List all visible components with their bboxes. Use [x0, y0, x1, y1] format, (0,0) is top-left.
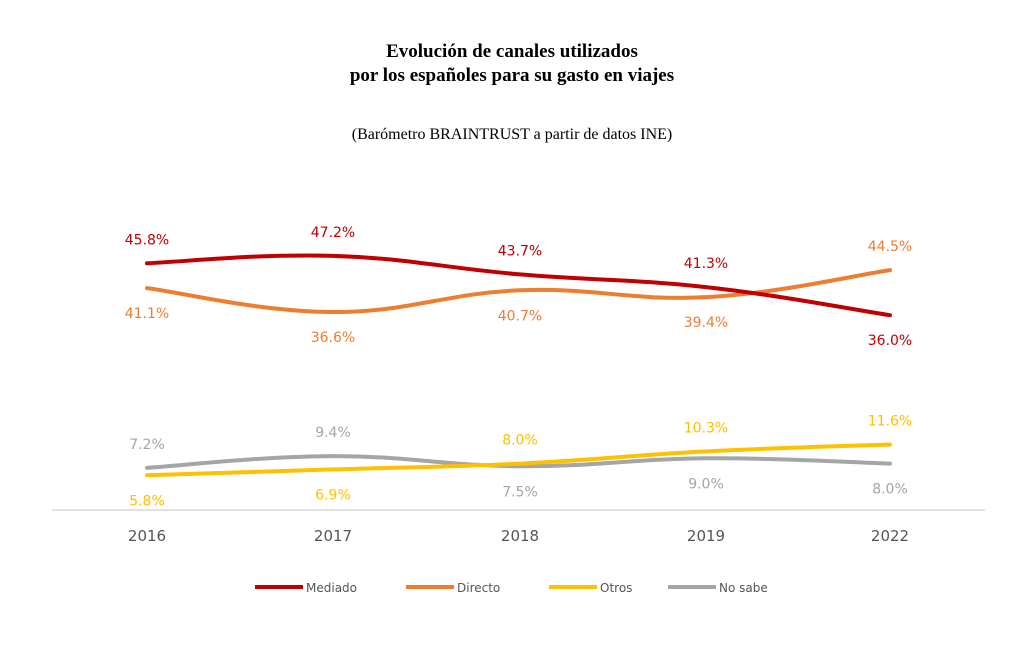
data-label-directo: 39.4%: [684, 315, 728, 331]
legend-label-mediado: Mediado: [306, 581, 357, 595]
chart-subtitle: (Barómetro BRAINTRUST a partir de datos …: [351, 126, 673, 143]
chart-title-line2: por los españoles para su gasto en viaje…: [349, 65, 675, 86]
x-tick-label: 2018: [501, 527, 539, 545]
legend-item-no-sabe: No sabe: [668, 581, 768, 595]
series-line-otros: [145, 442, 892, 478]
series-line-no-sabe: [145, 454, 892, 470]
legend-item-mediado: Mediado: [255, 581, 357, 595]
legend-label-otros: Otros: [600, 581, 632, 595]
data-label-no-sabe: 9.0%: [688, 476, 724, 492]
data-label-directo: 40.7%: [498, 308, 542, 324]
data-label-no-sabe: 7.2%: [129, 437, 165, 453]
data-label-otros: 11.6%: [868, 414, 912, 430]
data-labels: 45.8% 47.2% 43.7% 41.3% 36.0% 41.1% 36.6% 40.7%…: [125, 225, 912, 509]
series-line-directo: [145, 268, 892, 315]
series-lines: [145, 253, 892, 478]
legend-label-directo: Directo: [457, 581, 500, 595]
x-tick-label: 2017: [314, 527, 352, 545]
data-label-otros: 10.3%: [684, 420, 728, 436]
data-label-mediado: 47.2%: [311, 225, 355, 241]
data-label-directo: 36.6%: [311, 330, 355, 346]
data-label-no-sabe: 8.0%: [872, 482, 908, 498]
x-tick-label: 2019: [687, 527, 725, 545]
series-line-mediado: [145, 253, 892, 318]
x-tick-label: 2022: [871, 527, 909, 545]
data-label-mediado: 41.3%: [684, 256, 728, 272]
legend-item-otros: Otros: [549, 581, 632, 595]
data-label-mediado: 36.0%: [868, 333, 912, 349]
data-label-no-sabe: 9.4%: [315, 425, 351, 441]
data-label-otros: 5.8%: [129, 493, 165, 509]
data-label-mediado: 45.8%: [125, 232, 169, 248]
x-axis-ticks: 2016 2017 2018 2019 2022: [128, 527, 909, 545]
data-label-mediado: 43.7%: [498, 243, 542, 259]
legend-label-no-sabe: No sabe: [719, 581, 768, 595]
data-label-directo: 41.1%: [125, 306, 169, 322]
data-label-otros: 8.0%: [502, 433, 538, 449]
legend: Mediado Directo Otros No sabe: [255, 581, 768, 595]
legend-item-directo: Directo: [406, 581, 500, 595]
chart-title-line1: Evolución de canales utilizados: [386, 41, 638, 62]
data-label-directo: 44.5%: [868, 239, 912, 255]
x-tick-label: 2016: [128, 527, 166, 545]
data-label-no-sabe: 7.5%: [502, 484, 538, 500]
data-label-otros: 6.9%: [315, 487, 351, 503]
